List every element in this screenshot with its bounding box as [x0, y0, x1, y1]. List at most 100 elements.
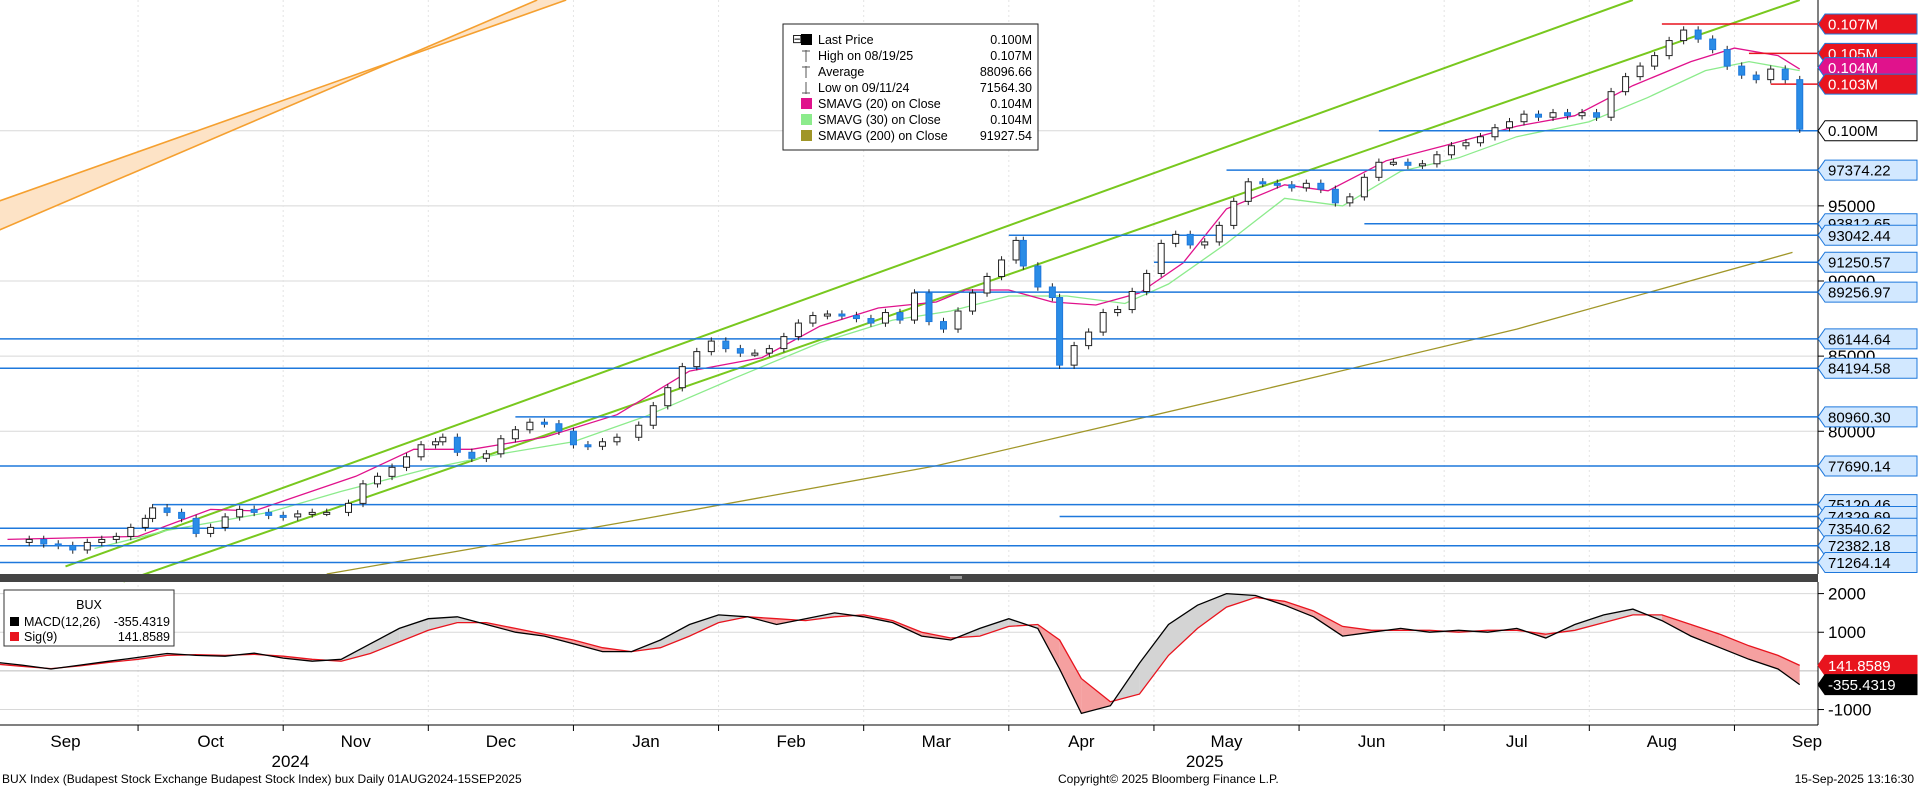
black-square-icon [801, 34, 812, 45]
candle-down [1709, 38, 1717, 51]
legend-label: Low on 09/11/24 [818, 81, 910, 95]
candle-up [83, 541, 91, 551]
candle-down [453, 436, 461, 453]
x-axis: Sep Oct Nov Dec Jan Feb Mar Apr May Jun Jul Aug Sep 2… [0, 724, 1822, 771]
month-label: Aug [1647, 732, 1677, 751]
candle-up [1128, 291, 1136, 311]
macd-fill-segment [1197, 593, 1227, 629]
orange-trend-band [0, 0, 567, 231]
candle-up [1114, 309, 1122, 314]
month-label: Jan [632, 732, 659, 751]
candle-down [1288, 184, 1296, 189]
channel-lower-line [123, 0, 1801, 583]
candle-up [1143, 272, 1151, 293]
price-tag-label: 91250.57 [1828, 255, 1891, 272]
month-label: Dec [486, 732, 517, 751]
macd-fill-segment [573, 640, 603, 652]
candle-down [555, 423, 563, 432]
candle-down [1535, 113, 1543, 118]
month-label: May [1210, 732, 1243, 751]
candle-up [751, 352, 759, 356]
candle-up [439, 436, 447, 443]
candle-down [1186, 233, 1194, 246]
candle-down [1259, 181, 1267, 185]
candle-up [1070, 345, 1078, 366]
panel-divider[interactable] [0, 574, 1818, 582]
candle-down [867, 318, 875, 324]
candle-down [1034, 265, 1042, 288]
candle-up [678, 366, 686, 389]
candle-down [279, 514, 287, 518]
candle-up [1476, 136, 1484, 144]
candle-down [896, 312, 904, 321]
price-legend: Last Price 0.100M High on 08/19/25 0.107M Av… [782, 23, 1039, 151]
candle-up [344, 502, 352, 513]
macd-title: BUX [76, 598, 102, 612]
candle-up [1607, 91, 1615, 118]
candle-up [969, 292, 977, 312]
divider-grip-icon[interactable] [950, 576, 962, 579]
price-tag-label: 0.103M [1828, 77, 1878, 94]
candle-up [1346, 196, 1354, 204]
candle-down [1723, 49, 1731, 67]
price-tag-label: 0.100M [1828, 123, 1878, 140]
candle-up [765, 348, 773, 354]
candle-up [954, 310, 962, 330]
macd-tick-label: 2000 [1828, 585, 1866, 604]
legend-collapse-icon: ⊟ [792, 32, 802, 46]
candle-up [635, 424, 643, 438]
candle-down [722, 340, 730, 350]
month-label: Sep [50, 732, 80, 751]
year-label: 2025 [1186, 752, 1224, 771]
macd-fill-segment [1661, 614, 1691, 637]
candle-down [1019, 239, 1027, 267]
candle-up [780, 336, 788, 350]
price-tag-box [1817, 13, 1918, 35]
price-tag-label: 0.104M [1828, 60, 1878, 77]
candle-up [1201, 241, 1209, 246]
candle-down [1738, 65, 1746, 76]
candle-up [526, 421, 534, 431]
macd-tick-label: -1000 [1828, 701, 1871, 720]
macd-tag-box [1817, 654, 1918, 676]
macd-fill-segment [1284, 601, 1314, 617]
macd-fill-segment [370, 628, 400, 654]
candle-up [1099, 312, 1107, 333]
instrument-description: BUX Index (Budapest Stock Exchange Budap… [2, 772, 522, 786]
macd-fill-segment [660, 624, 690, 648]
macd-legend-box [3, 589, 175, 647]
price-tag-box [1817, 328, 1918, 350]
macd-fill-segment [1313, 611, 1343, 637]
macd-fill-segment [1603, 609, 1633, 623]
macd-fill-segment [689, 614, 719, 637]
macd-fill-segment [1690, 624, 1720, 648]
macd-tag-box [1817, 674, 1918, 696]
candle-down [1593, 112, 1601, 118]
candle-up [1433, 154, 1441, 165]
candle-up [1085, 331, 1093, 347]
candle-down [69, 544, 77, 551]
trend-channel [65, 0, 1801, 583]
candle-up [374, 475, 382, 485]
signal-legend-value: 141.8589 [118, 630, 170, 644]
month-label: Apr [1068, 732, 1095, 751]
price-tag-box [1817, 251, 1918, 273]
candle-up [693, 351, 701, 368]
candle-up [1375, 161, 1383, 178]
price-tag-box [1817, 224, 1918, 246]
orange-band-line [0, 0, 567, 202]
price-tag-label: 86144.64 [1828, 331, 1891, 348]
macd-marker-icon [10, 617, 19, 626]
candle-up [1244, 181, 1252, 202]
price-tag-label: 77690.14 [1828, 458, 1891, 475]
candle-up [388, 466, 396, 477]
candle-down [1752, 74, 1760, 81]
macd-fill-segment [1226, 593, 1256, 608]
candle-down [163, 507, 171, 513]
signal-legend-label: Sig(9) [24, 630, 57, 644]
candle-up [983, 275, 991, 294]
lightgreen-square-icon [801, 114, 812, 125]
candle-down [838, 313, 846, 317]
smavg-30-path [94, 60, 1800, 550]
signal-marker-icon [10, 632, 19, 641]
